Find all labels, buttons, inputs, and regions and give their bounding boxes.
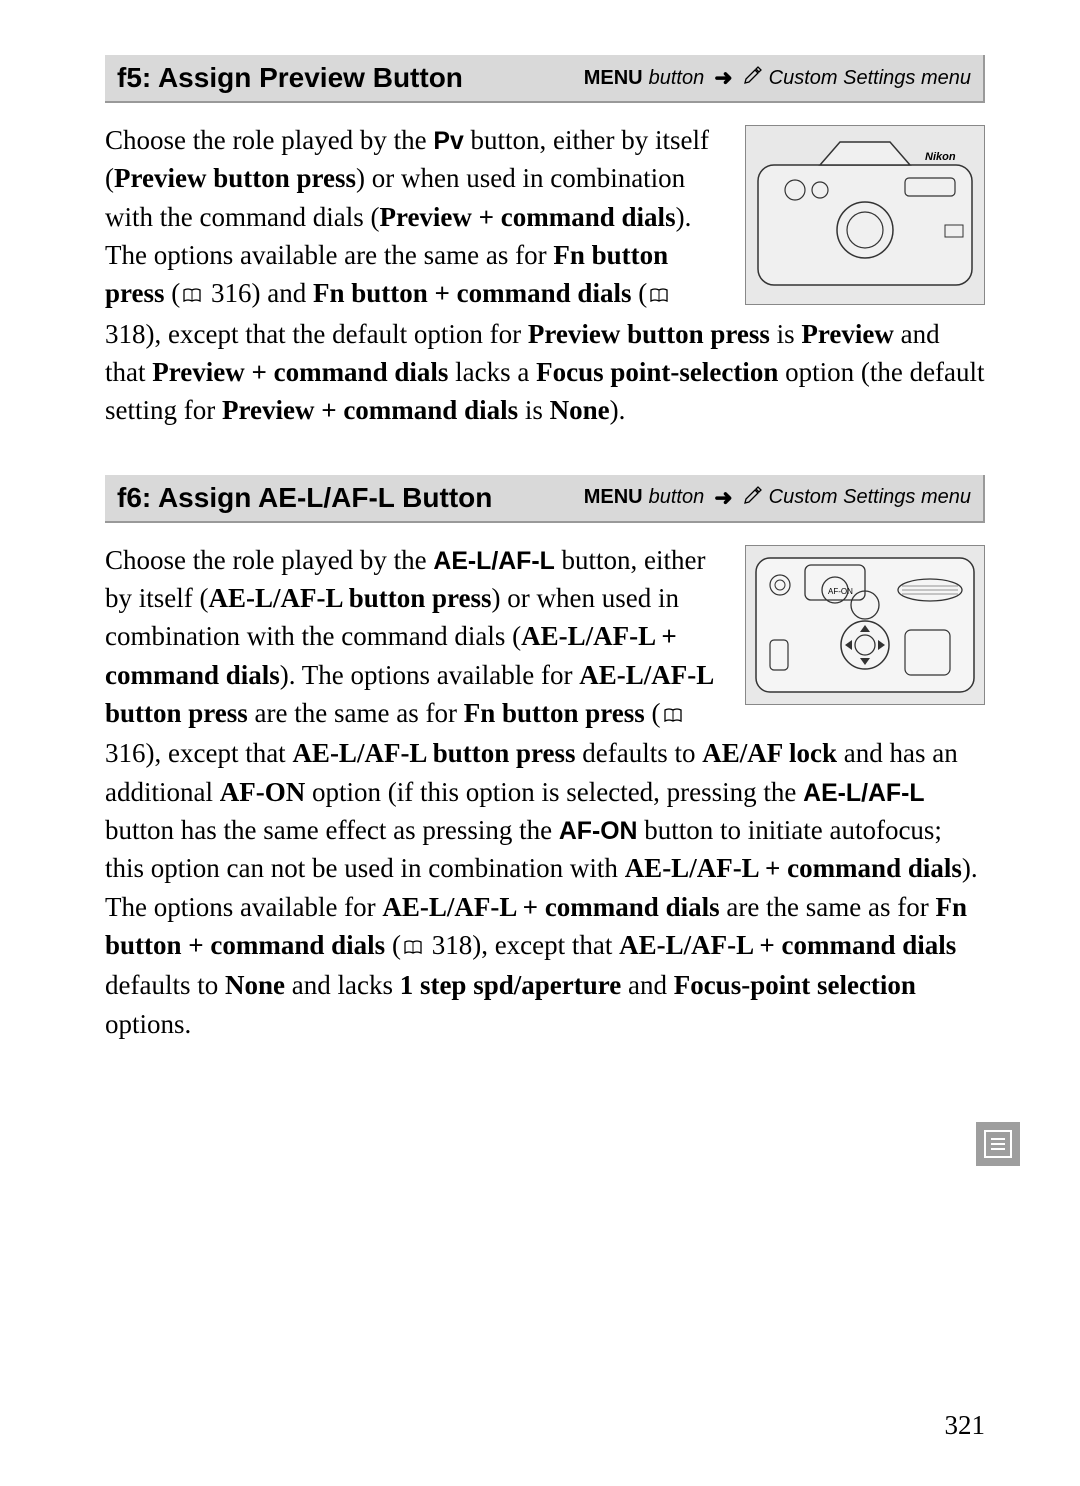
afon-label: AF-ON <box>559 818 638 845</box>
pv-label: Pv <box>433 128 463 155</box>
menu-label: MENU <box>584 486 643 509</box>
t: AE-L/AF-L button press <box>292 738 575 768</box>
t: None <box>225 970 285 1000</box>
button-word: button <box>649 486 705 509</box>
t: defaults to <box>576 738 703 768</box>
t: ). <box>610 395 626 425</box>
page-number: 321 <box>945 1410 986 1441</box>
t: AE/AF lock <box>702 738 837 768</box>
book-icon <box>649 276 669 314</box>
section-header-f5: f5: Assign Preview Button MENU button ➜ … <box>105 55 985 103</box>
pencil-icon <box>743 65 763 91</box>
arrow-icon: ➜ <box>714 485 732 511</box>
t: lacks a <box>448 357 536 387</box>
t: None <box>550 395 610 425</box>
t: ( <box>645 698 661 728</box>
pencil-icon <box>743 485 763 511</box>
section-title: f6: Assign AE-L/AF-L Button <box>117 482 492 514</box>
section-title: f5: Assign Preview Button <box>117 62 463 94</box>
t: Preview <box>801 319 893 349</box>
t: Choose the role played by the <box>105 545 433 575</box>
t: are the same as for <box>720 892 936 922</box>
t: Choose the role played by the <box>105 125 433 155</box>
breadcrumb-dest: Custom Settings menu <box>769 67 971 90</box>
t: and lacks <box>285 970 400 1000</box>
svg-text:Nikon: Nikon <box>925 151 956 163</box>
t: button has the same effect as pressing t… <box>105 815 559 845</box>
t: option (if this option is selected, pres… <box>305 777 803 807</box>
t: 318), except that <box>425 930 619 960</box>
t: and <box>621 970 673 1000</box>
t: AE-L/AF-L + command dials <box>619 930 956 960</box>
t: Preview + command dials <box>152 357 448 387</box>
arrow-icon: ➜ <box>714 65 732 91</box>
t: Preview button press <box>114 163 356 193</box>
t: 1 step spd/aperture <box>400 970 622 1000</box>
camera-top-illustration: Nikon <box>745 125 985 305</box>
t: 316) and <box>204 278 313 308</box>
t: is <box>518 395 550 425</box>
side-tab-icon <box>976 1122 1020 1166</box>
button-word: button <box>649 67 705 90</box>
t: Fn button + command dials <box>313 278 631 308</box>
t: Fn button press <box>464 698 645 728</box>
t: ( <box>385 930 401 960</box>
book-icon <box>182 276 202 314</box>
t: AE-L/AF-L button press <box>208 583 491 613</box>
ael-label: AE-L/AF-L <box>433 548 554 575</box>
t: AF-ON <box>220 777 305 807</box>
t: ( <box>631 278 647 308</box>
breadcrumb: MENU button ➜ Custom Settings menu <box>584 485 971 511</box>
t: ). The options available for <box>280 660 579 690</box>
book-icon <box>663 696 683 734</box>
f5-body: Nikon Choose the role played by the Pv b… <box>105 121 985 430</box>
t: are the same as for <box>248 698 464 728</box>
t: ( <box>165 278 181 308</box>
breadcrumb: MENU button ➜ Custom Settings menu <box>584 65 971 91</box>
t: Focus point-selection <box>536 357 778 387</box>
t: Preview + command dials <box>222 395 518 425</box>
t: defaults to <box>105 970 225 1000</box>
t: 316), except that <box>105 738 292 768</box>
t: options. <box>105 1009 191 1039</box>
t: Preview button press <box>528 319 770 349</box>
t: Focus-point selection <box>674 970 916 1000</box>
t: AE-L/AF-L + command dials <box>382 892 719 922</box>
f6-body: AF-ON Choose the role played by the AE-L… <box>105 541 985 1043</box>
book-icon <box>403 928 423 966</box>
svg-text:AF-ON: AF-ON <box>828 587 853 596</box>
t: 318), except that the default option for <box>105 319 528 349</box>
breadcrumb-dest: Custom Settings menu <box>769 486 971 509</box>
t: Preview + command dials <box>379 202 675 232</box>
menu-label: MENU <box>584 67 643 90</box>
section-header-f6: f6: Assign AE-L/AF-L Button MENU button … <box>105 475 985 523</box>
t: AE-L/AF-L + command dials <box>625 853 962 883</box>
t: is <box>770 319 802 349</box>
camera-back-illustration: AF-ON <box>745 545 985 705</box>
ael-label: AE-L/AF-L <box>803 780 924 807</box>
